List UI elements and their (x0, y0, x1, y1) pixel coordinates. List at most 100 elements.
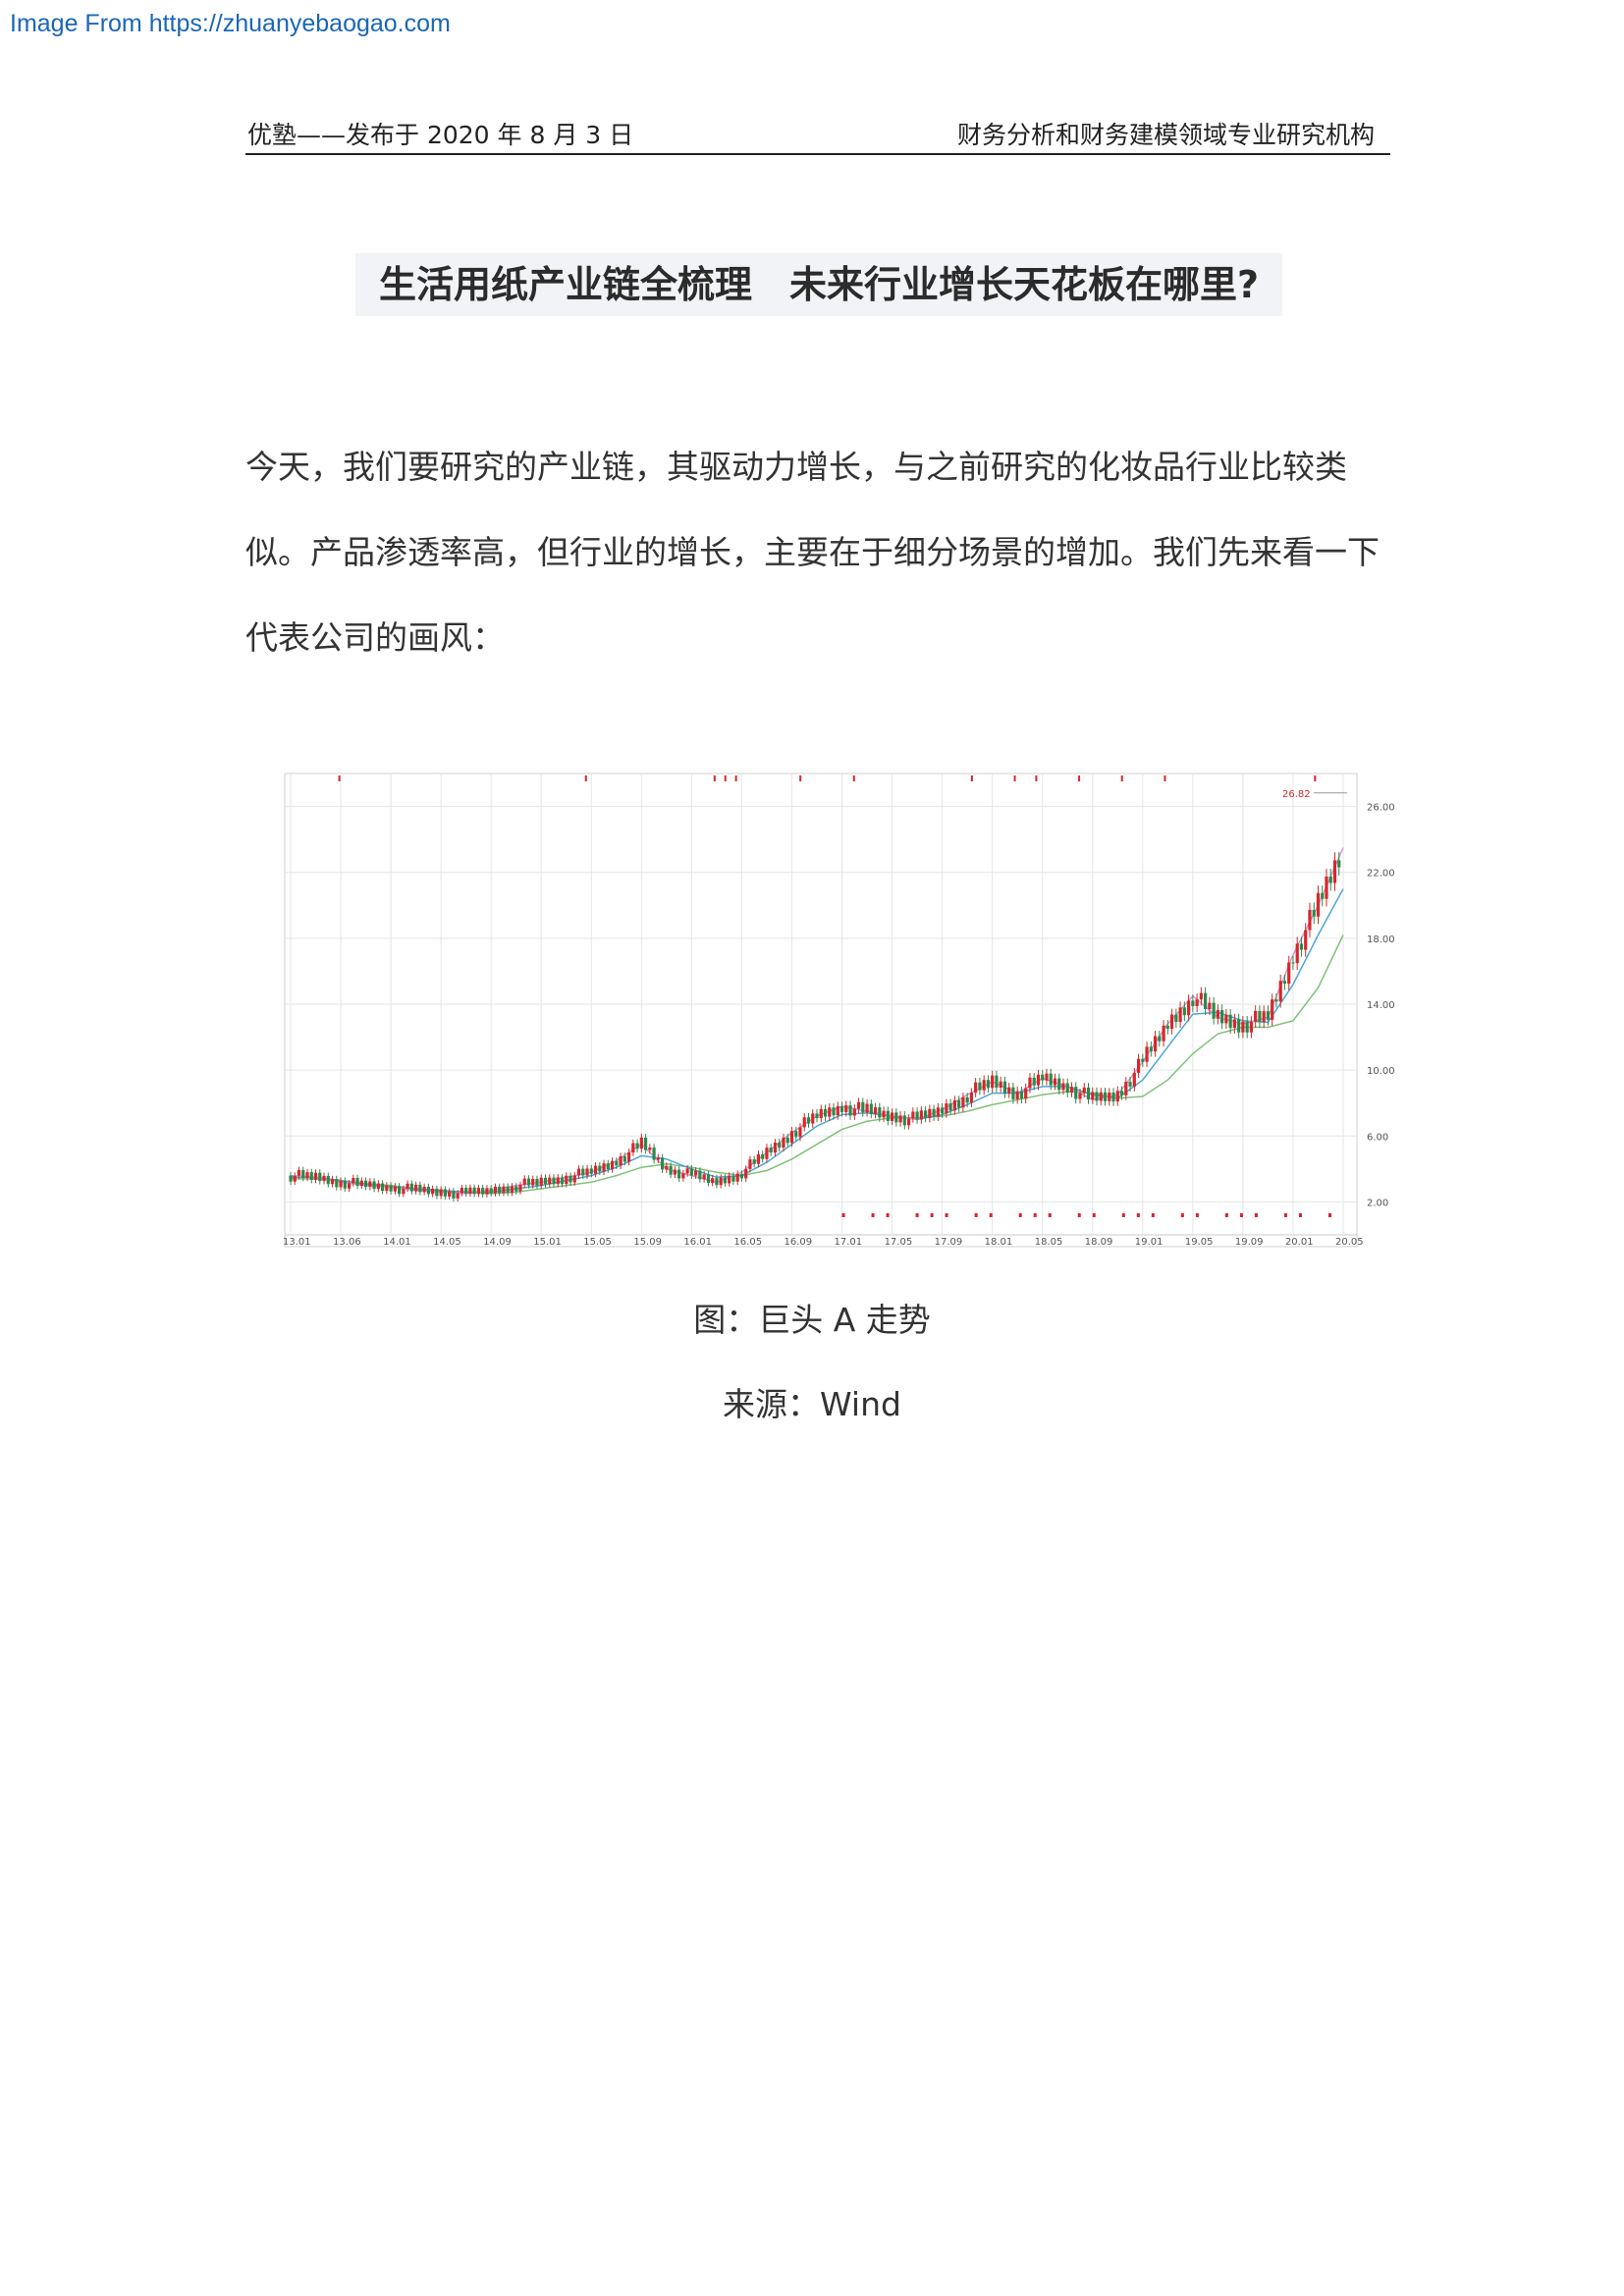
candle-body (882, 1110, 886, 1118)
candle-body (919, 1110, 923, 1120)
signal-marker (1018, 1213, 1022, 1217)
signal-marker (1327, 1213, 1331, 1217)
candle-body (301, 1170, 305, 1178)
candle-body (965, 1096, 969, 1103)
candle-body (731, 1175, 735, 1182)
x-tick-label: 16.09 (784, 1237, 812, 1248)
signal-marker (1033, 1213, 1037, 1217)
candle-body (1321, 892, 1325, 899)
candle-body (961, 1096, 965, 1108)
candle-body (1258, 1010, 1262, 1023)
candle-body (1036, 1074, 1041, 1086)
candle-body (735, 1173, 739, 1182)
candle-body (1045, 1073, 1049, 1081)
candle-body (372, 1181, 376, 1190)
candle-body (1132, 1072, 1136, 1087)
signal-marker (945, 1213, 948, 1217)
candle-body (493, 1186, 498, 1194)
candle-body (615, 1160, 619, 1166)
x-tick-label: 19.05 (1185, 1237, 1214, 1248)
candle-body (518, 1185, 522, 1192)
candle-body (1141, 1058, 1145, 1062)
y-tick-label: 26.00 (1367, 803, 1395, 814)
candle-body (719, 1177, 723, 1186)
stock-chart-svg: 2.00 6.00 10.00 14.00 18.00 22.00 26.00 13.01 13… (283, 773, 1395, 1248)
candle-body (1312, 909, 1316, 917)
x-tick-label: 16.05 (733, 1237, 762, 1248)
x-tick-label: 14.05 (433, 1237, 461, 1248)
candle-body (1274, 999, 1278, 1002)
candle-body (865, 1103, 869, 1113)
x-tick-label: 15.05 (583, 1237, 612, 1248)
candle-body (522, 1178, 526, 1186)
candle-body (941, 1107, 945, 1114)
candle-body (589, 1168, 593, 1174)
candle-body (426, 1186, 430, 1195)
candle-body (782, 1137, 785, 1148)
candle-body (1149, 1046, 1153, 1052)
candle-body (318, 1172, 322, 1182)
candle-body (945, 1103, 948, 1114)
candle-body (902, 1115, 906, 1126)
x-tick-label: 15.09 (633, 1237, 662, 1248)
candle-body (326, 1175, 330, 1185)
candle-body (539, 1177, 543, 1186)
signal-marker (1180, 1213, 1184, 1217)
candle-body (906, 1118, 911, 1126)
candle-body (978, 1082, 982, 1091)
candle-body (593, 1165, 598, 1174)
candle-body (435, 1188, 439, 1197)
candle-body (844, 1104, 848, 1112)
x-tick-label: 20.05 (1335, 1237, 1364, 1248)
candle-body (756, 1153, 761, 1164)
candle-body (560, 1177, 565, 1185)
signal-marker (915, 1213, 919, 1217)
candle-body (639, 1137, 643, 1149)
publish-date: 优塾——发布于 2020 年 8 月 3 日 (247, 121, 634, 149)
candle-body (293, 1175, 297, 1182)
candle-body (661, 1157, 665, 1170)
source-watermark[interactable]: Image From https://zhuanyebaogao.com (10, 10, 451, 37)
candle-body (665, 1165, 669, 1170)
candle-body (1266, 1011, 1271, 1020)
candle-body (1119, 1091, 1124, 1095)
y-tick-label: 22.00 (1367, 869, 1395, 880)
y-tick-label: 10.00 (1367, 1066, 1395, 1077)
candle-body (606, 1163, 610, 1170)
candle-body (706, 1174, 710, 1184)
candle-body (723, 1177, 728, 1184)
candle-body (1228, 1014, 1232, 1029)
signal-marker (930, 1213, 934, 1217)
candle-body (335, 1179, 339, 1188)
y-tick-label: 6.00 (1367, 1132, 1388, 1143)
candle-body (915, 1111, 919, 1120)
signal-marker (1151, 1213, 1155, 1217)
candle-body (1028, 1077, 1032, 1089)
candle-body (1069, 1087, 1074, 1094)
candle-body (815, 1113, 819, 1119)
candle-body (873, 1107, 878, 1114)
signal-tick (713, 775, 716, 781)
candle-body (1153, 1036, 1158, 1052)
candle-body (376, 1183, 380, 1190)
x-tick-label: 16.01 (683, 1237, 712, 1248)
candle-body (464, 1188, 468, 1195)
candle-body (986, 1080, 991, 1089)
candle-body (995, 1075, 999, 1088)
organization-tagline: 财务分析和财务建模领域专业研究机构 (956, 121, 1375, 149)
candle-body (568, 1175, 572, 1183)
candle-body (1099, 1092, 1103, 1101)
signal-marker (1239, 1213, 1243, 1217)
candle-body (635, 1143, 639, 1149)
candle-body (1237, 1019, 1241, 1033)
candle-body (598, 1165, 602, 1172)
candle-body (869, 1103, 873, 1114)
signal-tick (1164, 775, 1166, 781)
candle-body (448, 1191, 452, 1197)
x-tick-label: 18.09 (1085, 1237, 1113, 1248)
candle-body (832, 1107, 836, 1116)
candle-body (773, 1142, 778, 1153)
candle-body (460, 1188, 464, 1194)
signal-tick (1120, 775, 1123, 781)
candle-body (728, 1175, 731, 1184)
